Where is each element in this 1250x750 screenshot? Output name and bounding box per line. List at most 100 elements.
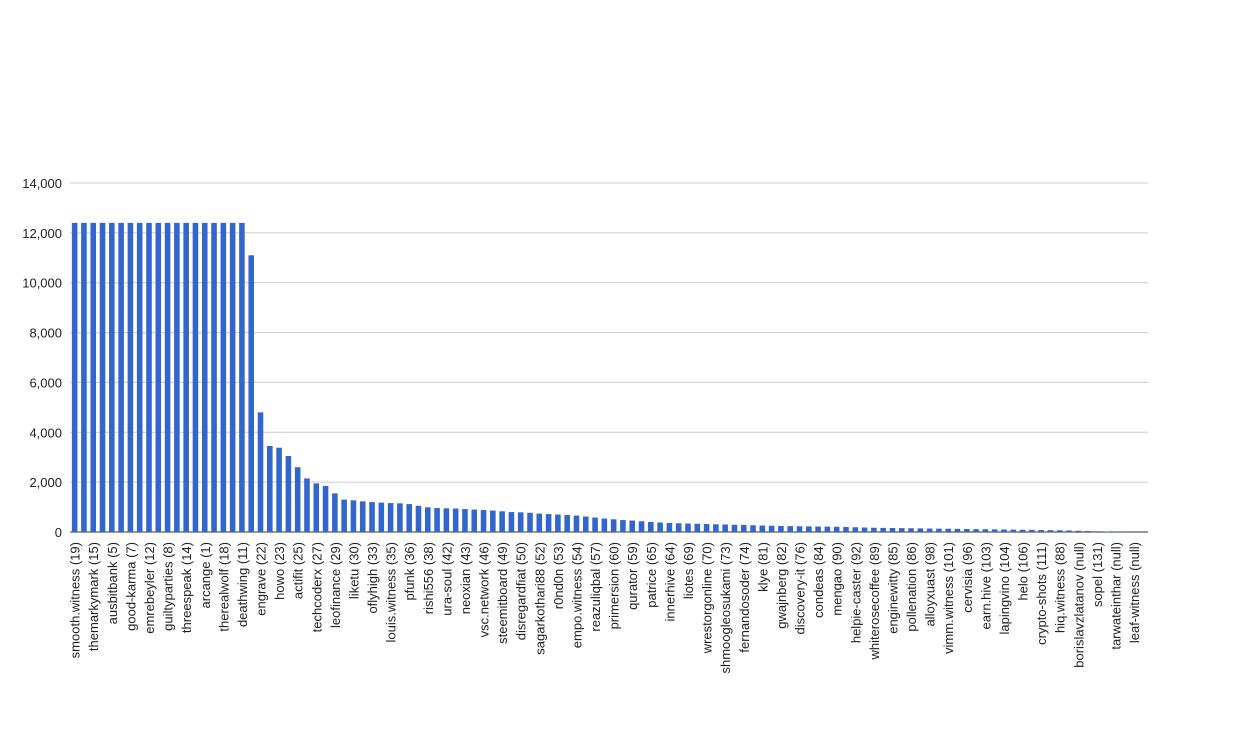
bar <box>369 502 375 532</box>
x-tick-label: condeas (84) <box>811 542 826 618</box>
bar <box>555 514 561 532</box>
bar <box>620 520 626 532</box>
bar <box>1010 529 1017 532</box>
bar <box>954 528 961 532</box>
bar <box>276 447 282 532</box>
bar <box>192 222 199 532</box>
bar <box>759 525 766 532</box>
bar <box>648 522 654 532</box>
bar <box>527 512 533 532</box>
bar <box>341 499 347 532</box>
x-tick-label: klye (81) <box>755 542 770 592</box>
bar <box>1056 530 1063 532</box>
bar <box>313 483 320 532</box>
x-tick-label: ausbitbank (5) <box>105 542 120 624</box>
bar <box>1066 530 1072 532</box>
bar <box>880 527 886 532</box>
x-tick-label: cervisia (96) <box>960 542 975 613</box>
x-tick-label: oflyhigh (33) <box>365 542 380 614</box>
x-tick-label: sagarkothari88 (52) <box>532 542 547 655</box>
bar <box>1094 531 1100 532</box>
bar <box>582 516 589 532</box>
bar <box>703 524 710 532</box>
x-tick-label: emrebeyler (12) <box>142 542 157 634</box>
bar <box>592 517 598 532</box>
y-tick-label: 12,000 <box>22 226 62 241</box>
bar <box>136 222 143 532</box>
x-tick-label: wrestorgonline (70) <box>700 542 715 654</box>
x-tick-label: vimm.witness (101) <box>941 542 956 654</box>
bar <box>229 222 236 532</box>
x-tick-label: enginewitty (85) <box>885 542 900 634</box>
bar <box>499 511 505 532</box>
bar <box>861 527 868 532</box>
bar <box>768 525 775 532</box>
bar <box>211 222 217 532</box>
bar <box>713 524 719 532</box>
x-tick-label: pollenation (86) <box>904 542 919 632</box>
y-tick-label: 10,000 <box>22 276 62 291</box>
x-tick-label: fernandosoder (74) <box>737 542 752 653</box>
bar <box>657 522 663 532</box>
bar <box>991 529 998 532</box>
x-tick-label: patrice (65) <box>644 542 659 608</box>
x-tick-label: vsc.network (46) <box>477 542 492 637</box>
bar <box>294 467 301 532</box>
bar <box>267 445 273 532</box>
bar <box>155 222 162 532</box>
bar <box>908 528 914 532</box>
bar <box>1075 530 1082 532</box>
bar <box>415 505 422 532</box>
x-tick-label: liketu (30) <box>346 542 361 599</box>
x-tick-label: helo (106) <box>1016 542 1031 601</box>
bar <box>806 526 812 532</box>
bar <box>220 222 227 532</box>
x-tick-label: actifit (25) <box>291 542 306 599</box>
x-tick-label: neoxian (43) <box>458 542 473 614</box>
bar <box>424 507 431 532</box>
bar <box>796 526 803 532</box>
x-tick-label: threespeak (14) <box>179 542 194 633</box>
bar <box>926 528 933 532</box>
bar <box>573 515 580 532</box>
bar <box>982 529 989 532</box>
y-tick-label: 14,000 <box>22 176 62 191</box>
bar <box>898 528 905 532</box>
bar <box>285 455 292 532</box>
bar <box>694 523 701 532</box>
x-tick-label: guiltyparties (8) <box>161 542 176 631</box>
bar <box>462 509 468 532</box>
bar <box>183 222 189 532</box>
bar <box>90 222 97 532</box>
x-tick-label: sopel (131) <box>1090 542 1105 607</box>
x-tick-label: tarwateinthar (null) <box>1108 542 1123 650</box>
bar <box>638 521 645 532</box>
bar <box>917 528 924 532</box>
bar <box>610 519 617 532</box>
bar <box>81 222 87 532</box>
bar <box>815 526 821 532</box>
bar <box>889 528 896 532</box>
bar <box>322 485 329 532</box>
bar <box>378 502 385 532</box>
x-tick-label: crypto-shots (111) <box>1034 542 1049 645</box>
bar <box>118 222 124 532</box>
bar <box>174 222 180 532</box>
bar <box>1019 529 1026 532</box>
x-tick-label: r0nd0n (53) <box>551 542 566 609</box>
bar <box>564 515 570 532</box>
bar <box>146 222 152 532</box>
x-tick-label: gwajnberg (82) <box>774 542 789 629</box>
bar <box>517 512 524 532</box>
x-tick-label: good-karma (7) <box>123 542 138 631</box>
bar <box>397 503 403 532</box>
bar <box>304 478 310 532</box>
bar <box>973 529 979 532</box>
bar <box>536 513 543 532</box>
x-tick-label: deathwing (11) <box>235 542 250 627</box>
x-tick-label: therealwolf (18) <box>216 542 231 632</box>
bar <box>71 222 78 532</box>
bar <box>871 527 877 532</box>
x-tick-label: primersion (60) <box>607 542 622 629</box>
